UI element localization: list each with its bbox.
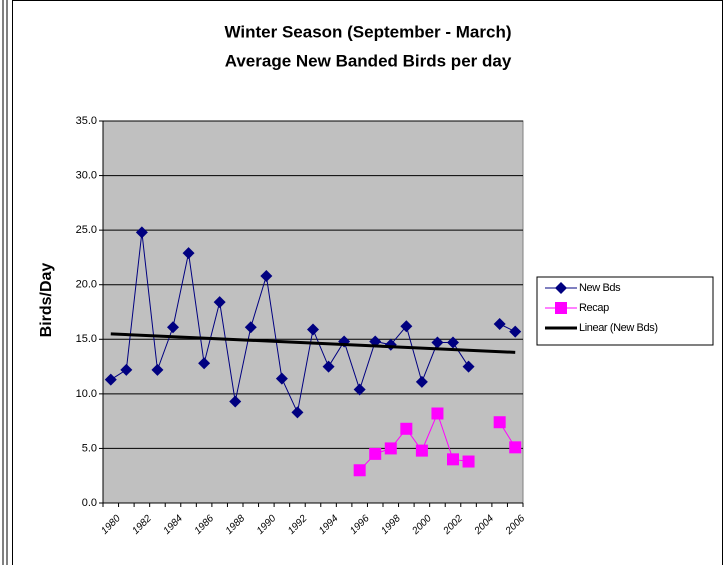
chart-subtitle: Average New Banded Birds per day [225, 51, 512, 70]
marker [447, 453, 459, 466]
y-tick-label: 35.0 [76, 115, 97, 127]
marker [509, 441, 522, 454]
marker [182, 247, 195, 260]
marker [104, 373, 117, 386]
marker [307, 323, 319, 336]
chart-title: Winter Season (September - March) [224, 22, 511, 41]
y-tick-label: 20.0 [76, 279, 97, 291]
y-tick-label: 15.0 [76, 333, 97, 345]
marker [213, 296, 226, 309]
marker [353, 383, 366, 396]
marker [431, 336, 444, 349]
marker [322, 360, 335, 373]
plot-area [102, 120, 524, 504]
marker [462, 360, 475, 373]
marker [415, 444, 428, 457]
marker [291, 406, 304, 419]
marker [384, 442, 397, 455]
marker [493, 416, 506, 429]
marker [369, 447, 382, 460]
marker [462, 455, 475, 468]
marker [198, 357, 211, 370]
marker [167, 321, 179, 334]
marker [431, 407, 444, 420]
marker [151, 363, 164, 376]
marker [244, 321, 257, 334]
y-tick-label: 25.0 [76, 224, 97, 236]
y-tick-label: 10.0 [76, 388, 97, 400]
marker [400, 422, 413, 435]
marker [400, 320, 413, 333]
y-tick-label: 5.0 [82, 442, 97, 454]
y-tick-label: 30.0 [76, 169, 97, 181]
marker [229, 395, 242, 408]
marker [555, 302, 567, 314]
trendline [110, 332, 516, 354]
legend-label: Recap [579, 302, 609, 314]
legend-label: Linear (New Bds) [579, 322, 658, 334]
marker [353, 464, 366, 477]
marker [120, 363, 133, 376]
marker [260, 269, 273, 282]
marker [555, 282, 567, 294]
marker [135, 226, 148, 239]
legend-label: New Bds [579, 282, 621, 294]
marker [275, 372, 288, 385]
y-axis-label: Birds/Day [38, 263, 55, 338]
marker [415, 375, 428, 388]
marker [509, 325, 522, 338]
marker [447, 336, 459, 349]
y-tick-label: 0.0 [82, 497, 97, 509]
marker [493, 318, 506, 331]
